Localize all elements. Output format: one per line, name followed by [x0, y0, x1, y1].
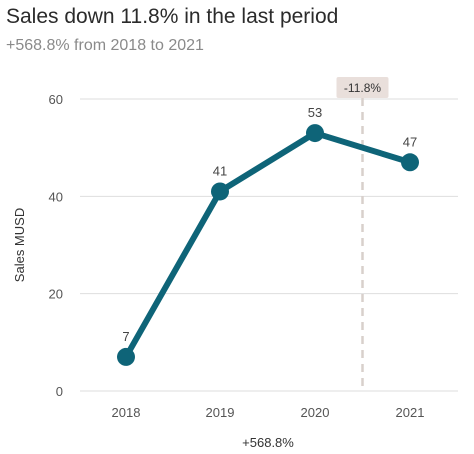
x-axis-label: +568.8%: [242, 435, 294, 450]
annotation-label: -11.8%: [344, 81, 381, 95]
data-label: 53: [308, 105, 322, 120]
data-point: [401, 153, 419, 172]
change-annotation: -11.8%: [336, 77, 389, 391]
annotation-box: [336, 77, 389, 98]
x-tick-label: 2018: [112, 405, 141, 420]
chart-subtitle: +568.8% from 2018 to 2021: [6, 37, 204, 54]
y-tick-label: 0: [56, 384, 63, 399]
y-tick-label: 20: [49, 287, 63, 302]
data-point: [211, 182, 229, 201]
data-label: 47: [403, 134, 417, 149]
x-tick-label: 2019: [206, 405, 235, 420]
y-axis-ticks: 0 20 40 60: [49, 92, 63, 399]
data-point: [117, 347, 135, 366]
data-label: 7: [122, 329, 129, 344]
chart-title: Sales down 11.8% in the last period: [6, 5, 339, 28]
data-point: [306, 124, 324, 143]
series-line: [123, 130, 413, 360]
x-axis-ticks: 2018 2019 2020 2021: [112, 405, 425, 420]
data-labels: 7 41 53 47: [122, 105, 417, 344]
x-tick-label: 2020: [301, 405, 330, 420]
x-tick-label: 2021: [396, 405, 425, 420]
y-tick-label: 60: [49, 92, 63, 107]
sales-series: [117, 124, 419, 366]
y-tick-label: 40: [49, 189, 63, 204]
data-label: 41: [213, 163, 227, 178]
y-axis-label: Sales MUSD: [12, 208, 27, 282]
gridlines: [80, 98, 458, 392]
